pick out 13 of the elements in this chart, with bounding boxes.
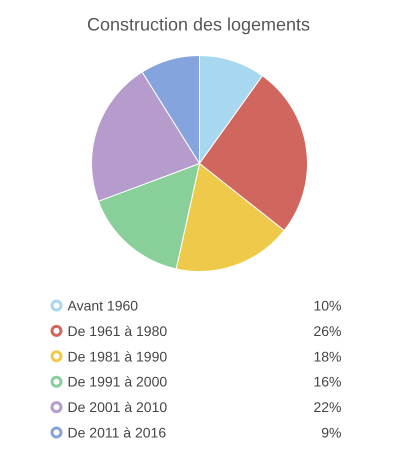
- legend-label: De 1991 à 2000: [68, 374, 168, 390]
- legend-label: Avant 1960: [68, 298, 138, 314]
- legend-label: De 2011 à 2016: [68, 424, 166, 440]
- legend-label: De 2001 à 2010: [68, 399, 168, 416]
- legend-label: De 1961 à 1980: [68, 322, 168, 339]
- data-label: 22%: [313, 399, 342, 416]
- legend-label: De 1981 à 1990: [68, 348, 168, 364]
- data-label: 10%: [313, 298, 342, 314]
- data-label: 26%: [313, 322, 342, 339]
- data-label: 16%: [313, 374, 342, 390]
- chart-title: Construction des logements: [86, 14, 310, 34]
- data-label: 9%: [321, 424, 342, 440]
- data-label: 18%: [313, 348, 342, 364]
